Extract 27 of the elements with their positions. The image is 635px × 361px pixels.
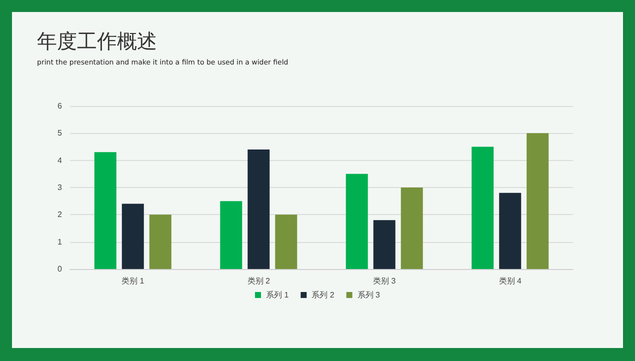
- bar: [499, 192, 522, 269]
- bar: [220, 201, 242, 269]
- y-tick-label: 5: [58, 128, 63, 138]
- x-tick-label: 类别 3: [373, 276, 396, 286]
- y-tick-label: 3: [58, 183, 63, 192]
- x-tick-label: 类别 2: [247, 276, 271, 286]
- y-tick-label: 4: [58, 156, 63, 165]
- x-tick-label: 类别 1: [122, 276, 145, 286]
- bar: [373, 220, 396, 269]
- legend-label: 系列 2: [312, 290, 335, 300]
- y-tick-label: 0: [58, 264, 63, 274]
- x-tick-label: 类别 4: [498, 276, 522, 286]
- chart-title: 年度工作概述: [37, 29, 157, 53]
- bar: [149, 214, 172, 269]
- bar: [400, 188, 423, 269]
- bar: [122, 204, 144, 269]
- bar: [346, 174, 368, 269]
- y-tick-label: 2: [58, 210, 63, 220]
- bar: [94, 152, 116, 269]
- legend-label: 系列 3: [357, 290, 381, 300]
- bar: [526, 133, 549, 269]
- legend-label: 系列 1: [266, 290, 290, 300]
- bar: [472, 146, 494, 269]
- y-tick-label: 1: [58, 237, 63, 246]
- bar: [275, 214, 298, 269]
- bar: [248, 149, 270, 269]
- y-tick-label: 6: [58, 102, 63, 110]
